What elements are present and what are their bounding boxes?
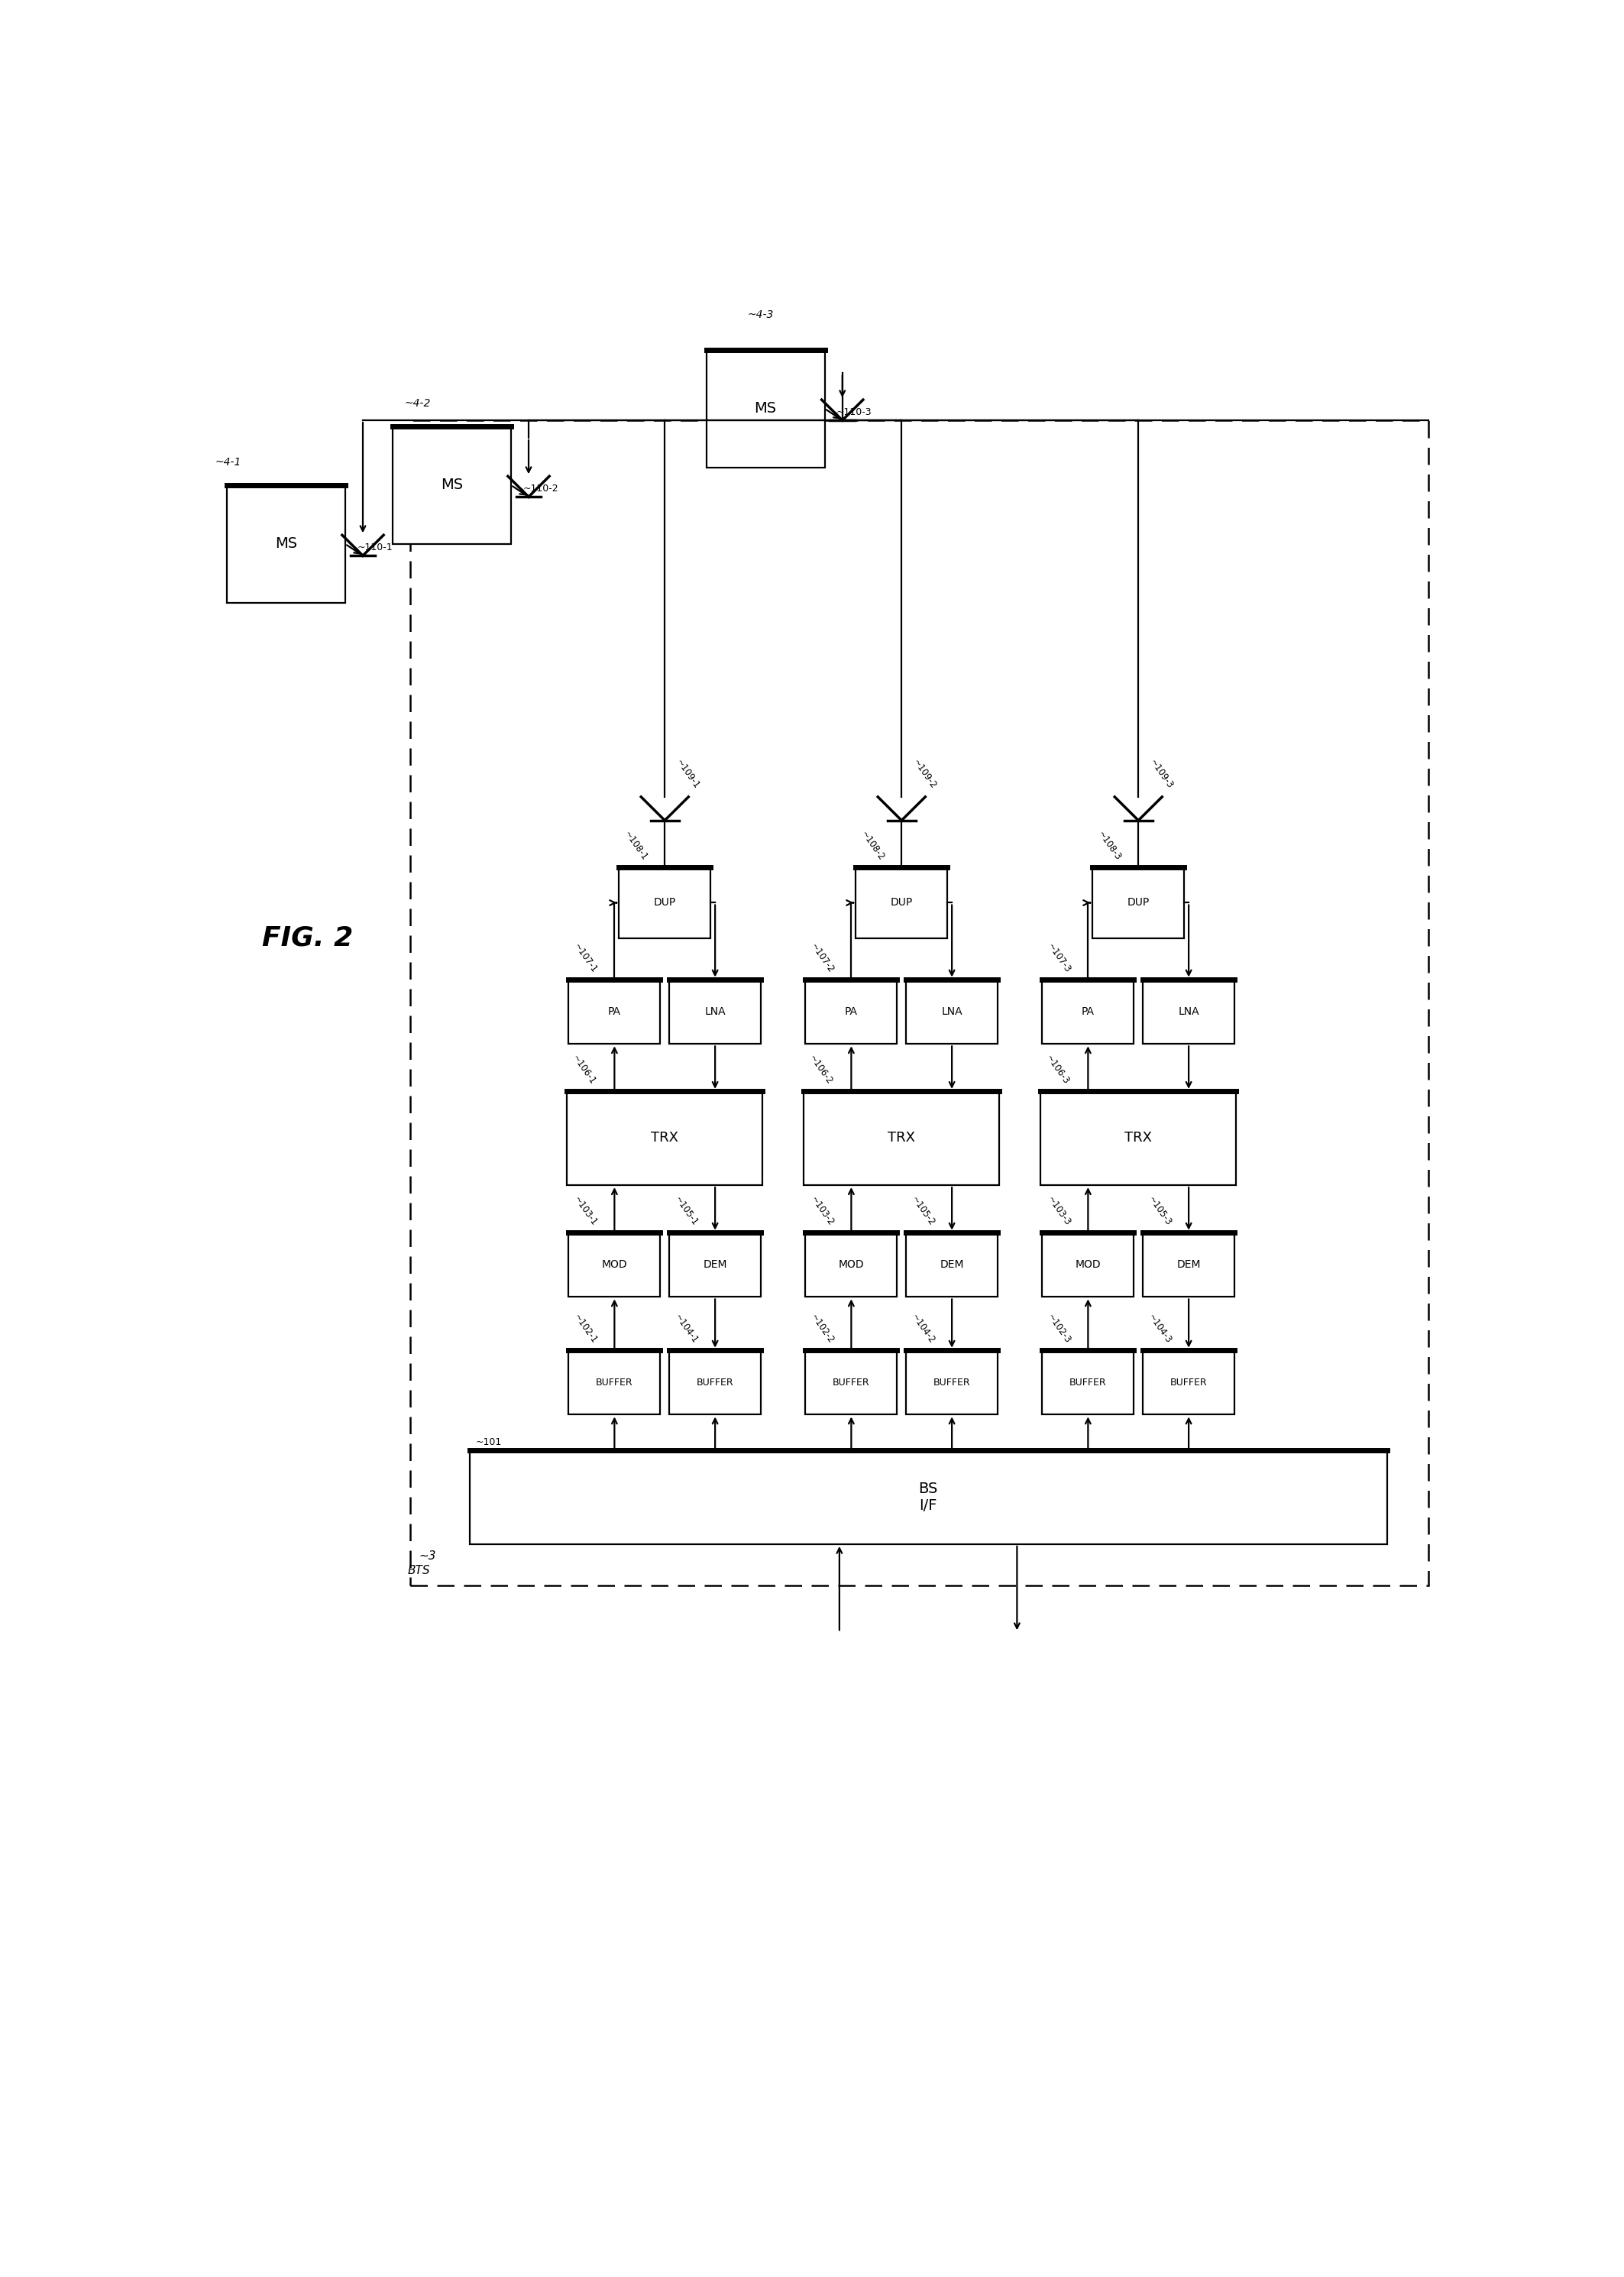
Text: MOD: MOD <box>838 1259 864 1271</box>
Bar <box>806 979 896 1043</box>
Text: DEM: DEM <box>1177 1259 1200 1271</box>
Text: ~107-2: ~107-2 <box>809 940 836 975</box>
Bar <box>706 351 825 467</box>
Text: ~108-1: ~108-1 <box>622 829 650 863</box>
Text: MS: MS <box>274 537 297 551</box>
Text: ~107-1: ~107-1 <box>572 940 599 975</box>
Text: BTS: BTS <box>408 1564 430 1576</box>
Text: ~110-3: ~110-3 <box>836 408 872 417</box>
Bar <box>906 1350 997 1414</box>
Bar <box>1043 979 1134 1043</box>
Bar <box>1143 1232 1234 1298</box>
Text: TRX: TRX <box>1124 1132 1151 1145</box>
Text: DEM: DEM <box>703 1259 728 1271</box>
Text: MOD: MOD <box>1075 1259 1101 1271</box>
Bar <box>567 1091 762 1186</box>
Text: BUFFER: BUFFER <box>1171 1378 1207 1387</box>
Text: BUFFER: BUFFER <box>697 1378 734 1387</box>
Text: LNA: LNA <box>1177 1006 1199 1018</box>
Bar <box>1043 1232 1134 1298</box>
Text: ~106-3: ~106-3 <box>1044 1052 1072 1086</box>
Text: BS
I/F: BS I/F <box>919 1482 939 1512</box>
Text: ~109-3: ~109-3 <box>1147 758 1174 790</box>
Bar <box>568 1350 661 1414</box>
Bar <box>806 1350 896 1414</box>
Bar <box>1041 1091 1236 1186</box>
Bar <box>804 1091 999 1186</box>
Bar <box>619 868 711 938</box>
Text: BUFFER: BUFFER <box>596 1378 633 1387</box>
Bar <box>669 1232 762 1298</box>
Bar <box>568 979 661 1043</box>
Text: ~106-1: ~106-1 <box>570 1052 598 1086</box>
Text: DUP: DUP <box>1127 897 1150 909</box>
Text: ~3: ~3 <box>419 1551 437 1562</box>
Bar <box>856 868 947 938</box>
Text: PA: PA <box>844 1006 857 1018</box>
Text: PA: PA <box>607 1006 620 1018</box>
Bar <box>1143 979 1234 1043</box>
Text: DUP: DUP <box>890 897 913 909</box>
Text: LNA: LNA <box>942 1006 963 1018</box>
Text: ~110-2: ~110-2 <box>523 485 559 494</box>
Text: LNA: LNA <box>705 1006 726 1018</box>
Text: BUFFER: BUFFER <box>934 1378 971 1387</box>
Text: ~103-2: ~103-2 <box>809 1195 836 1227</box>
Bar <box>227 485 344 603</box>
Text: ~104-1: ~104-1 <box>672 1312 700 1346</box>
Bar <box>469 1450 1387 1544</box>
Text: ~103-1: ~103-1 <box>572 1195 599 1227</box>
Text: ~107-3: ~107-3 <box>1046 940 1072 975</box>
Text: ~105-1: ~105-1 <box>672 1195 700 1227</box>
Text: TRX: TRX <box>888 1132 916 1145</box>
Bar <box>1043 1350 1134 1414</box>
Text: ~102-3: ~102-3 <box>1046 1312 1072 1346</box>
Text: DEM: DEM <box>940 1259 965 1271</box>
Text: ~106-2: ~106-2 <box>807 1052 835 1086</box>
Bar <box>906 1232 997 1298</box>
Text: ~105-2: ~105-2 <box>909 1195 937 1227</box>
Text: ~4-2: ~4-2 <box>404 398 430 408</box>
Text: ~101: ~101 <box>476 1437 502 1446</box>
Text: ~109-2: ~109-2 <box>911 758 939 790</box>
Bar <box>669 979 762 1043</box>
Text: BUFFER: BUFFER <box>833 1378 870 1387</box>
Text: TRX: TRX <box>651 1132 679 1145</box>
Bar <box>393 426 512 544</box>
Text: ~104-3: ~104-3 <box>1147 1312 1173 1346</box>
Bar <box>1143 1350 1234 1414</box>
Text: ~110-1: ~110-1 <box>357 542 393 553</box>
Text: ~109-1: ~109-1 <box>674 758 702 790</box>
Text: ~4-1: ~4-1 <box>214 458 240 467</box>
Bar <box>568 1232 661 1298</box>
Text: DUP: DUP <box>653 897 676 909</box>
Bar <box>806 1232 896 1298</box>
Bar <box>669 1350 762 1414</box>
Text: ~105-3: ~105-3 <box>1147 1195 1173 1227</box>
Text: ~102-2: ~102-2 <box>809 1312 836 1346</box>
Text: ~108-3: ~108-3 <box>1096 829 1122 863</box>
Bar <box>411 421 1429 1585</box>
Text: ~102-1: ~102-1 <box>572 1312 599 1346</box>
Text: ~103-3: ~103-3 <box>1046 1195 1072 1227</box>
Text: FIG. 2: FIG. 2 <box>261 924 354 952</box>
Text: MS: MS <box>440 478 463 492</box>
Text: ~108-2: ~108-2 <box>859 829 887 863</box>
Text: MS: MS <box>754 401 776 417</box>
Bar <box>1093 868 1184 938</box>
Text: ~104-2: ~104-2 <box>909 1312 937 1346</box>
Text: MOD: MOD <box>601 1259 627 1271</box>
Text: ~4-3: ~4-3 <box>747 310 775 321</box>
Bar <box>906 979 997 1043</box>
Text: BUFFER: BUFFER <box>1070 1378 1106 1387</box>
Text: PA: PA <box>1082 1006 1095 1018</box>
